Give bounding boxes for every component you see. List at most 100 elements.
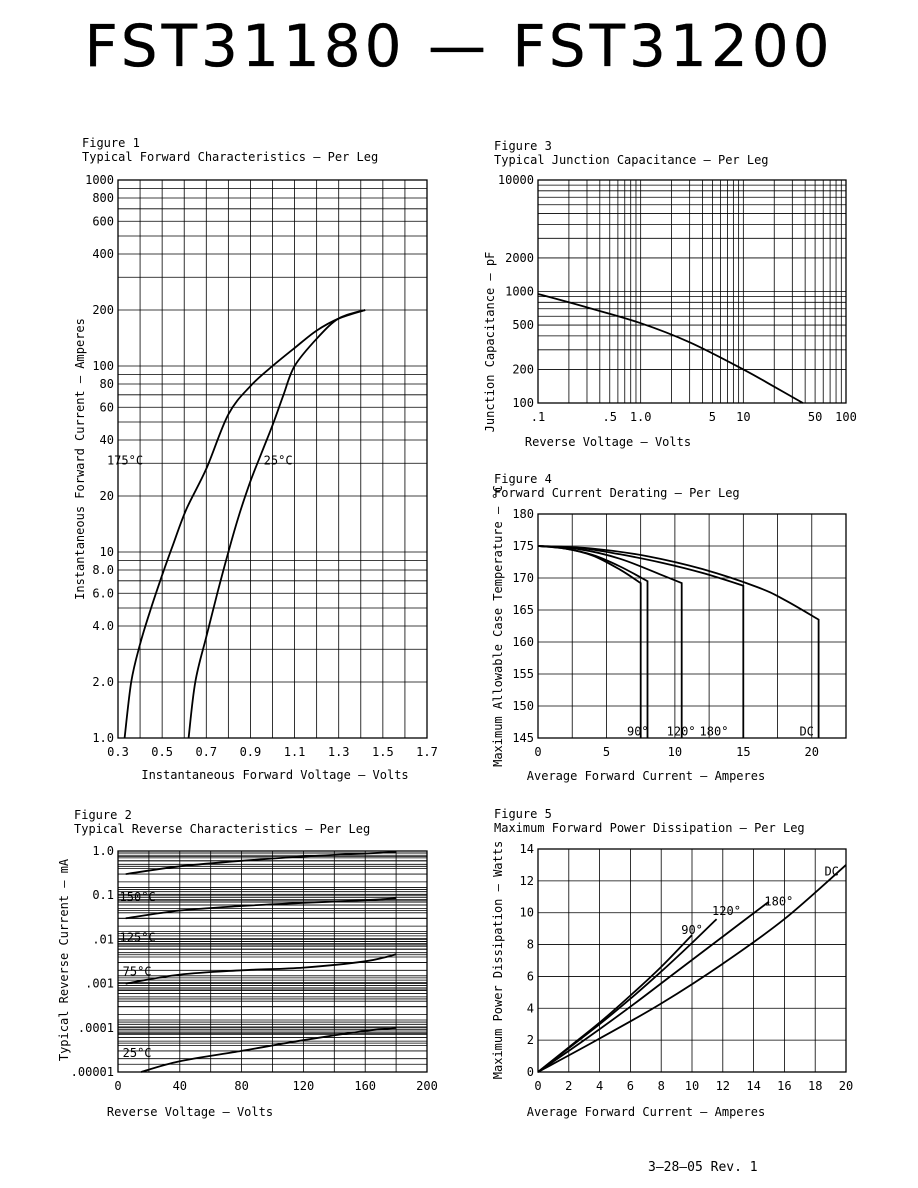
fig5-x-tick-label: 4 xyxy=(596,1079,603,1093)
fig4-x-tick-label: 15 xyxy=(736,745,750,759)
fig2-series-1-line xyxy=(125,897,397,920)
fig5-x-tick-label: 6 xyxy=(627,1079,634,1093)
fig4-series-0-label: 90° xyxy=(627,725,649,739)
fig4-x-axis-title: Average Forward Current — Amperes xyxy=(527,769,765,783)
fig2-series-1-label: 125°C xyxy=(120,931,156,945)
fig3-chart: .1 .5 1.0 5 10 50 100 100 200 500 1000 2000 10000 Rev… xyxy=(483,173,857,449)
fig1-x-tick-label: 1.3 xyxy=(328,745,350,759)
fig1-y-tick-label: 80 xyxy=(100,377,114,391)
fig4-y-tick-label: 150 xyxy=(512,699,534,713)
fig3-plot-frame xyxy=(537,179,847,404)
fig5-x-tick-label: 0 xyxy=(534,1079,541,1093)
fig2-y-tick-label: 1.0 xyxy=(92,844,114,858)
fig5-x-tick-label: 8 xyxy=(658,1079,665,1093)
fig3-x-tick-label: 100 xyxy=(835,410,857,424)
fig1-x-tick-label: 1.1 xyxy=(284,745,306,759)
fig4-chart: 0 5 10 15 20 145 150 155 160 165 170 175 180 Average … xyxy=(491,485,847,783)
fig2-chart: 0 40 80 120 160 200 .00001 .0001 .001 .01 0.1 1.0 Re… xyxy=(57,844,438,1119)
fig1-y-tick-label: 1.0 xyxy=(92,731,114,745)
figure-2-caption: Typical Reverse Characteristics — Per Le… xyxy=(74,822,371,836)
fig5-y-axis-title: Maximum Power Dissipation — Watts xyxy=(491,841,505,1079)
fig1-y-axis-title: Instantaneous Forward Current — Amperes xyxy=(73,318,87,600)
fig5-x-axis-title: Average Forward Current — Amperes xyxy=(527,1105,765,1119)
fig4-y-tick-label: 160 xyxy=(512,635,534,649)
fig3-x-tick-label: 10 xyxy=(736,410,750,424)
fig4-series-3-label: 180° xyxy=(700,725,729,739)
fig5-x-tick-label: 14 xyxy=(746,1079,760,1093)
fig5-series-2-line xyxy=(537,900,770,1073)
fig2-series-0-label: 150°C xyxy=(120,890,156,904)
fig1-x-tick-label: 1.5 xyxy=(372,745,394,759)
fig1-series-1-label: 25°C xyxy=(264,454,293,468)
fig3-y-tick-label: 2000 xyxy=(505,251,534,265)
fig4-y-tick-label: 180 xyxy=(512,507,534,521)
fig4-series-4-label: DC xyxy=(799,725,813,739)
fig1-plot-frame xyxy=(117,179,428,739)
fig2-x-axis-title: Reverse Voltage — Volts xyxy=(107,1105,273,1119)
figure-2-heading: Figure 2 Typical Reverse Characteristics… xyxy=(74,808,370,836)
fig3-y-tick-label: 1000 xyxy=(505,285,534,299)
figure-4-caption: Forward Current Derating — Per Leg xyxy=(494,486,740,500)
fig1-grid xyxy=(117,179,428,739)
fig2-x-tick-label: 80 xyxy=(234,1079,248,1093)
fig5-series-3-line xyxy=(537,864,847,1073)
fig2-y-tick-label: 0.1 xyxy=(92,888,114,902)
fig1-y-tick-label: 400 xyxy=(92,247,114,261)
fig5-x-tick-label: 16 xyxy=(777,1079,791,1093)
figure-3-heading: Figure 3 Typical Junction Capacitance — … xyxy=(494,139,769,167)
fig4-plot-frame xyxy=(537,513,847,739)
fig5-series-0-label: 90° xyxy=(681,923,703,937)
fig1-y-tick-label: 800 xyxy=(92,191,114,205)
fig1-series-0-line xyxy=(123,309,366,739)
fig2-series-3-label: 25°C xyxy=(123,1046,152,1060)
fig4-y-tick-label: 170 xyxy=(512,571,534,585)
fig2-series-2-line xyxy=(125,953,397,985)
fig1-y-tick-label: 600 xyxy=(92,214,114,228)
fig1-y-tick-label: 60 xyxy=(100,400,114,414)
figure-4-number: Figure 4 xyxy=(494,472,552,486)
fig5-series-2-label: 180° xyxy=(764,895,793,909)
figure-5-number: Figure 5 xyxy=(494,807,552,821)
fig1-x-tick-label: 0.7 xyxy=(195,745,217,759)
fig2-x-tick-label: 200 xyxy=(416,1079,438,1093)
fig2-series-3-line xyxy=(140,1026,397,1073)
fig1-y-tick-label: 2.0 xyxy=(92,675,114,689)
fig1-y-tick-label: 4.0 xyxy=(92,619,114,633)
fig1-series-1-line xyxy=(187,309,366,739)
fig5-plot-frame xyxy=(537,848,847,1073)
fig5-y-tick-label: 10 xyxy=(520,906,534,920)
fig5-x-tick-label: 20 xyxy=(839,1079,853,1093)
fig4-y-tick-label: 145 xyxy=(512,731,534,745)
fig2-y-tick-label: .01 xyxy=(92,932,114,946)
fig5-x-tick-label: 2 xyxy=(565,1079,572,1093)
fig5-y-tick-label: 2 xyxy=(527,1033,534,1047)
fig4-y-tick-label: 155 xyxy=(512,667,534,681)
fig2-plot-frame xyxy=(117,850,428,1073)
fig4-x-tick-label: 20 xyxy=(805,745,819,759)
fig2-y-tick-label: .0001 xyxy=(78,1021,114,1035)
fig5-series-3-label: DC xyxy=(824,864,838,878)
fig4-x-tick-label: 10 xyxy=(668,745,682,759)
fig2-x-tick-label: 120 xyxy=(293,1079,315,1093)
fig4-y-tick-label: 165 xyxy=(512,603,534,617)
fig3-y-axis-title: Junction Capacitance — pF xyxy=(483,252,497,433)
fig3-y-tick-label: 10000 xyxy=(498,173,534,187)
fig1-x-tick-label: 0.5 xyxy=(151,745,173,759)
fig1-x-tick-label: 0.9 xyxy=(240,745,262,759)
fig5-series-0-line xyxy=(537,934,693,1073)
fig5-y-tick-label: 4 xyxy=(527,1001,534,1015)
fig1-x-axis-title: Instantaneous Forward Voltage — Volts xyxy=(141,768,408,782)
fig5-x-tick-label: 12 xyxy=(716,1079,730,1093)
fig2-y-tick-label: .001 xyxy=(85,977,114,991)
fig1-y-tick-label: 6.0 xyxy=(92,586,114,600)
fig1-y-tick-label: 200 xyxy=(92,303,114,317)
fig2-x-tick-label: 160 xyxy=(354,1079,376,1093)
fig1-x-tick-label: 0.3 xyxy=(107,745,129,759)
revision-footer: 3–28–05 Rev. 1 xyxy=(648,1160,758,1175)
fig4-series-4-line xyxy=(537,545,820,738)
fig5-series-1-label: 120° xyxy=(712,904,741,918)
figure-5-caption: Maximum Forward Power Dissipation — Per … xyxy=(494,821,805,835)
fig3-series-0-line xyxy=(537,293,804,404)
fig3-x-axis-title: Reverse Voltage — Volts xyxy=(525,435,691,449)
